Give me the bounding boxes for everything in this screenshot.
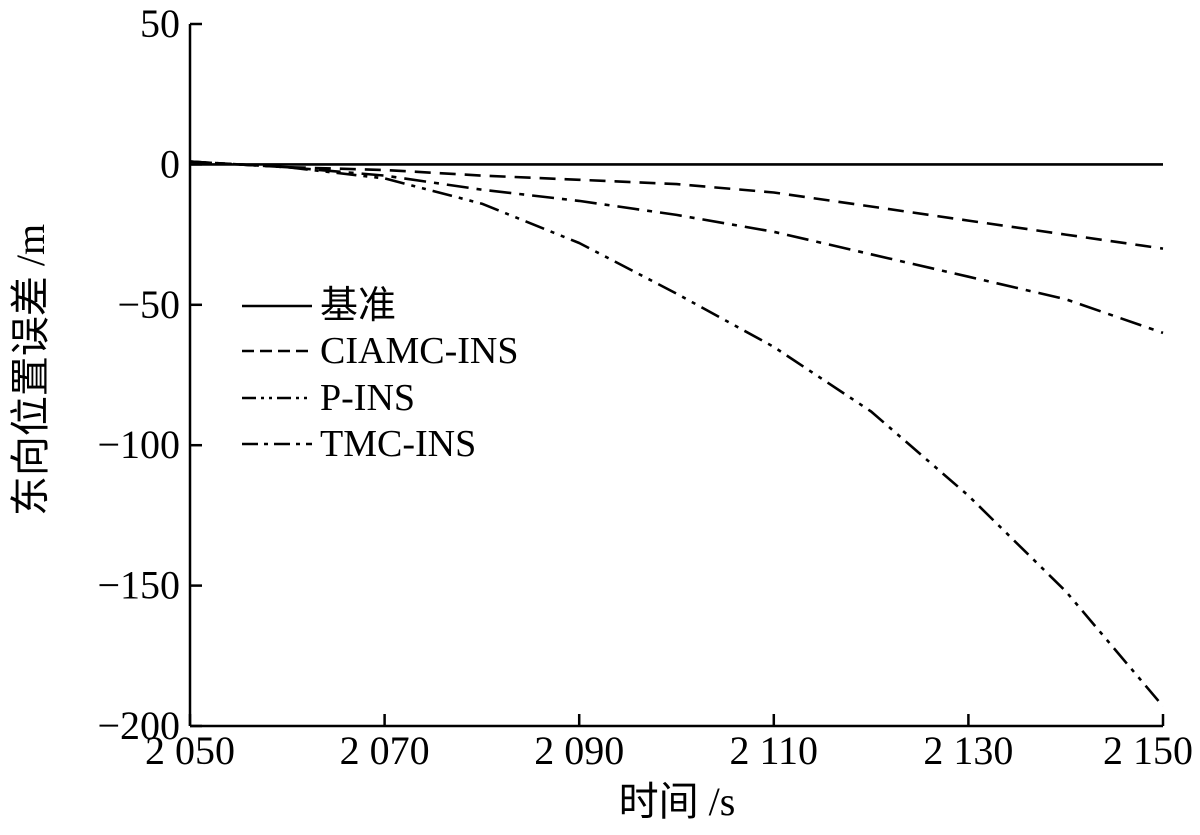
x-tick-label: 2 150 xyxy=(1103,728,1193,773)
series-line-3 xyxy=(189,160,1164,335)
series-layer xyxy=(189,160,1164,708)
y-tick-label: −50 xyxy=(117,282,180,327)
series-line-1 xyxy=(189,160,1164,250)
y-tick-label: −100 xyxy=(97,422,180,467)
y-tick-label: −200 xyxy=(97,703,180,748)
y-tick-label: 50 xyxy=(140,1,180,46)
x-tick-label: 2 050 xyxy=(145,728,235,773)
x-tick-label: 2 110 xyxy=(730,728,819,773)
x-tick-label: 2 090 xyxy=(534,728,624,773)
legend-label-3: TMC-INS xyxy=(320,423,476,465)
legend-label-2: P-INS xyxy=(320,377,415,419)
x-axis-title: 时间 /s xyxy=(619,779,736,824)
x-tick-label: 2 130 xyxy=(923,728,1013,773)
y-tick-label: 0 xyxy=(160,141,180,186)
legend-label-1: CIAMC-INS xyxy=(320,330,518,372)
y-axis-title: 东向位置误差 /m xyxy=(8,224,53,516)
legend-label-0: 基准 xyxy=(320,285,396,327)
x-tick-label: 2 070 xyxy=(340,728,430,773)
y-tick-label: −150 xyxy=(97,563,180,608)
